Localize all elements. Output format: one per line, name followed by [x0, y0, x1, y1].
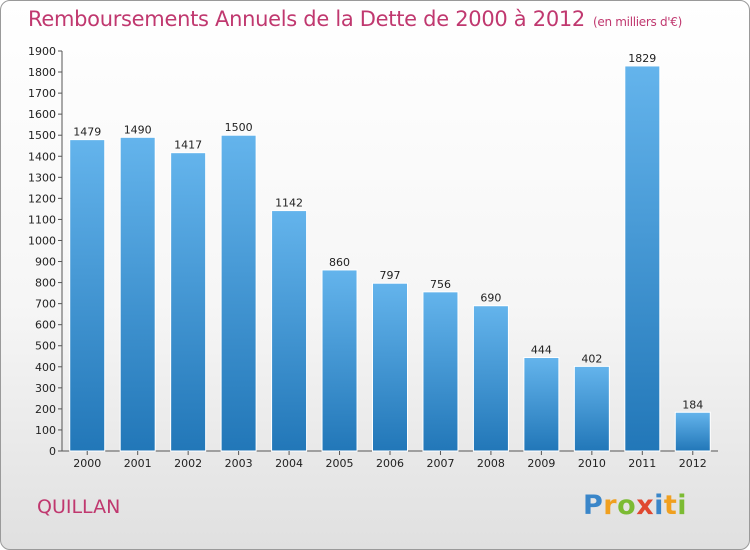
bar: [321, 269, 358, 452]
chart-title: Remboursements Annuels de la Dette de 20…: [28, 7, 682, 31]
logo-letter: P: [583, 490, 604, 521]
x-tick-label: 2011: [628, 457, 656, 470]
data-label: 1479: [73, 126, 101, 139]
y-tick-label: 100: [35, 424, 56, 437]
proxiti-logo: Proxiti: [583, 490, 687, 521]
logo-letter: o: [617, 490, 637, 521]
data-label: 756: [430, 278, 451, 291]
bar: [422, 291, 459, 452]
y-tick-label: 1000: [28, 234, 56, 247]
bar: [372, 282, 408, 452]
data-label: 860: [329, 256, 350, 269]
logo-letter: x: [636, 490, 655, 521]
y-tick-label: 500: [35, 340, 56, 353]
bar: [472, 305, 509, 452]
y-tick-label: 200: [35, 403, 56, 416]
y-tick-label: 400: [35, 361, 56, 374]
y-tick-label: 1500: [28, 129, 56, 142]
bar: [220, 134, 257, 452]
bar: [573, 365, 610, 452]
bar: [674, 411, 711, 452]
bar: [624, 65, 661, 452]
data-label: 1490: [124, 123, 152, 136]
x-tick-label: 2003: [225, 457, 253, 470]
y-tick-label: 0: [49, 445, 56, 458]
chart-title-text: Remboursements Annuels de la Dette de 20…: [28, 7, 585, 31]
y-tick-label: 600: [35, 319, 56, 332]
chart-unit: (en milliers d'€): [593, 15, 683, 29]
y-tick-label: 1900: [28, 45, 56, 58]
y-tick-label: 900: [35, 256, 56, 269]
x-tick-label: 2006: [376, 457, 404, 470]
bar: [271, 210, 308, 452]
data-label: 1500: [225, 121, 253, 134]
data-label: 1829: [628, 52, 656, 65]
bar: [523, 357, 560, 452]
logo-letter: r: [603, 490, 618, 521]
x-tick-label: 2001: [124, 457, 152, 470]
y-tick-label: 300: [35, 382, 56, 395]
y-tick-label: 1300: [28, 171, 56, 184]
logo-letter: i: [654, 490, 664, 521]
x-tick-label: 2000: [73, 457, 101, 470]
commune-name: QUILLAN: [37, 496, 121, 518]
y-tick-label: 1100: [28, 213, 56, 226]
data-label: 797: [380, 269, 401, 282]
y-tick-label: 700: [35, 298, 56, 311]
y-tick-label: 1600: [28, 108, 56, 121]
data-label: 1417: [174, 139, 202, 152]
x-tick-label: 2004: [275, 457, 303, 470]
logo-letter: t: [663, 490, 678, 521]
bar: [170, 152, 207, 452]
y-tick-label: 800: [35, 277, 56, 290]
data-label: 1142: [275, 197, 303, 210]
data-label: 184: [682, 398, 703, 411]
y-tick-label: 1800: [28, 66, 56, 79]
x-tick-label: 2009: [527, 457, 555, 470]
data-label: 444: [531, 344, 552, 357]
x-tick-label: 2007: [426, 457, 454, 470]
data-label: 690: [480, 292, 501, 305]
x-tick-label: 2005: [326, 457, 354, 470]
y-tick-label: 1200: [28, 192, 56, 205]
logo-letter: i: [677, 490, 688, 521]
y-tick-label: 1400: [28, 150, 56, 163]
bar: [69, 139, 106, 452]
bar: [119, 136, 156, 452]
x-tick-label: 2010: [578, 457, 606, 470]
x-tick-label: 2012: [679, 457, 707, 470]
x-tick-label: 2008: [477, 457, 505, 470]
x-tick-label: 2002: [174, 457, 202, 470]
y-tick-label: 1700: [28, 87, 56, 100]
data-label: 402: [581, 352, 602, 365]
